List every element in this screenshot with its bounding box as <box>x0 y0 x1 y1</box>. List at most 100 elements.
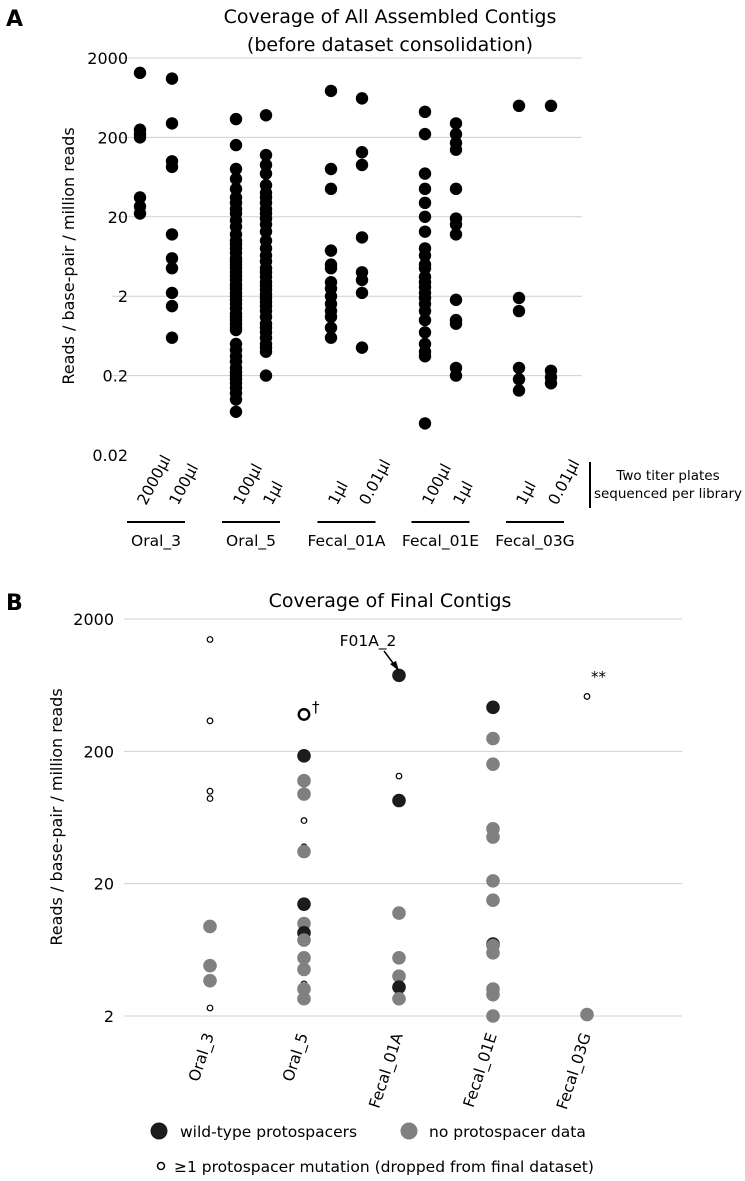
panel-b-category-label-Fecal-01A: Fecal_01A <box>366 1030 408 1110</box>
panel-a-title-line2: (before dataset consolidation) <box>247 34 533 56</box>
panel-b-letter: B <box>6 591 23 616</box>
panel-b-point-Oral-5-13 <box>300 817 308 824</box>
panel-b-point-Oral-5-9 <box>297 708 311 721</box>
panel-a-point-Oral-5-1-3 <box>229 162 243 176</box>
panel-b-point-Fecal-01E-44 <box>486 987 500 1002</box>
panel-b-point-Oral-5-21 <box>297 962 311 977</box>
panel-a-point-Fecal-03G-1-4 <box>512 361 526 375</box>
panel-a-point-Fecal-01E-1-7 <box>418 225 432 238</box>
panel-a-point-Oral-5-1-36 <box>229 323 243 337</box>
panel-a-point-Fecal-01A-2-8 <box>355 341 369 354</box>
panel-b-point-Fecal-01E-34 <box>486 731 500 746</box>
panel-b-point-Oral-5-23 <box>297 982 311 996</box>
panel-b-point-Oral-5-17 <box>297 916 311 931</box>
panel-a-point-Fecal-01E-2-8 <box>449 228 463 241</box>
panel-a-ylabel: Reads / base-pair / million reads <box>59 127 78 384</box>
panel-b-point-Oral-3-2 <box>206 717 214 725</box>
panel-b-point-Oral-5-24 <box>297 991 311 1006</box>
panel-a-point-Fecal-01A-1-13 <box>324 321 338 334</box>
panel-b-point-Fecal-01E-37 <box>486 830 500 844</box>
panel-b-point-Fecal-01E-45 <box>486 1009 500 1023</box>
panel-a-side-note-line1: Two titer plates <box>615 468 719 484</box>
panel-b-category-label-Fecal-01E: Fecal_01E <box>460 1031 502 1110</box>
panel-a-point-Oral-3-2-2 <box>165 117 179 130</box>
panel-b-point-Fecal-01A-32 <box>392 991 406 1006</box>
legend-mutation-label: ≥1 protospacer mutation (dropped from fi… <box>174 1158 594 1176</box>
panel-a-point-Oral-5-2-36 <box>259 345 273 358</box>
panel-a-point-Fecal-01E-2-1 <box>449 117 463 130</box>
panel-b-point-Fecal-01A-25 <box>392 668 406 683</box>
panel-a-column-label-Fecal-01A-2: 0.01µl <box>356 456 395 507</box>
panel-a-point-Fecal-01A-2-7 <box>355 286 369 300</box>
panel-a-point-Fecal-01E-2-4 <box>449 143 463 156</box>
panel-b-title: Coverage of Final Contigs <box>269 590 512 612</box>
panel-a-library-label-Oral-5: Oral_5 <box>226 532 276 551</box>
panel-a-point-Fecal-01E-1-1 <box>418 105 432 119</box>
panel-a-point-Oral-5-1-5 <box>229 182 243 196</box>
panel-b-point-Fecal-01E-33 <box>486 700 500 715</box>
panel-a-point-Oral-3-1-7 <box>133 207 147 220</box>
panel-b: B Coverage of Final Contigs Reads / base… <box>6 590 682 1176</box>
panel-b-point-Oral-5-11 <box>297 773 311 788</box>
panel-a-point-Fecal-01A-1-14 <box>324 331 338 344</box>
panel-a-y-ticks: 0.02 0.2 2 20 200 2000 <box>87 49 128 465</box>
panel-a-point-Fecal-01A-1-6 <box>324 262 338 275</box>
panel-a-point-Oral-3-1-5 <box>133 191 147 204</box>
panel-b-category-label-Oral-3: Oral_3 <box>185 1031 219 1084</box>
legend-wild-type-marker <box>150 1122 168 1140</box>
panel-b-point-Oral-5-16 <box>297 897 311 911</box>
panel-a-point-Fecal-01E-1-18 <box>418 304 432 318</box>
panel-a-ytick-2000: 2000 <box>87 49 128 68</box>
panel-a-point-Fecal-01E-2-9 <box>449 293 463 307</box>
panel-a-library-label-Fecal-03G: Fecal_03G <box>495 532 574 551</box>
legend-wild-type-label: wild-type protospacers <box>180 1123 357 1141</box>
panel-a-ytick-200: 200 <box>97 128 128 147</box>
panel-a-point-Fecal-01E-2-11 <box>449 317 463 330</box>
panel-b-point-Fecal-03G-46 <box>583 693 591 700</box>
panel-a-point-Fecal-01E-1-5 <box>418 196 432 210</box>
panel-b-point-Oral-5-15 <box>297 844 311 859</box>
panel-b-point-Fecal-01E-42 <box>486 946 500 960</box>
panel-a-column-label-Fecal-03G-1: 1µl <box>513 478 540 508</box>
panel-a-point-Fecal-01A-1-1 <box>324 84 338 98</box>
panel-a-point-Fecal-01E-1-19 <box>418 313 432 327</box>
panel-a-column-label-Oral-5-2: 1µl <box>260 478 287 508</box>
panel-a-point-Fecal-01A-2-6 <box>355 273 369 287</box>
panel-a-point-Oral-3-2-10 <box>165 331 179 344</box>
panel-b-point-Oral-3-8 <box>206 1004 214 1012</box>
panel-b-point-Fecal-01E-38 <box>486 874 500 888</box>
panel-a-ytick-2: 2 <box>118 287 128 306</box>
panel-a-library-labels: Oral_3 Oral_5 Fecal_01A Fecal_01E Fecal_03G <box>127 521 575 551</box>
panel-a-ytick-20: 20 <box>108 208 128 227</box>
panel-a-point-Fecal-03G-1-3 <box>512 304 526 318</box>
panel-a-point-Oral-3-2-5 <box>165 228 179 241</box>
panel-b-point-Oral-5-20 <box>297 951 311 965</box>
panel-b-point-Fecal-03G-47 <box>580 1007 594 1022</box>
panel-a-point-Fecal-03G-1-5 <box>512 373 526 386</box>
panel-b-ylabel: Reads / base-pair / million reads <box>47 688 66 945</box>
panel-a-point-Fecal-03G-1-2 <box>512 291 526 305</box>
panel-a-point-Fecal-03G-1-1 <box>512 99 526 113</box>
panel-b-ytick-2000: 2000 <box>73 610 114 629</box>
f01a-annotation-arrowhead <box>390 661 399 671</box>
panel-a-point-Oral-3-2-7 <box>165 262 179 275</box>
panel-b-point-Oral-3-3 <box>206 787 214 795</box>
panel-b-point-Fecal-01E-35 <box>486 757 500 771</box>
panel-a-point-Fecal-01A-2-4 <box>355 231 369 244</box>
panel-a-point-Oral-5-2-3 <box>259 158 273 172</box>
panel-a-library-label-Oral-3: Oral_3 <box>131 532 181 551</box>
panel-a-point-Oral-3-1-1 <box>133 66 147 80</box>
panel-a-point-Fecal-01A-1-2 <box>324 162 338 176</box>
panel-a-point-Oral-5-1-48 <box>229 393 243 406</box>
panel-a-point-Oral-5-2-1 <box>259 109 273 122</box>
panel-a-column-label-Fecal-01E-2: 1µl <box>450 478 477 508</box>
panel-b-point-Oral-5-10 <box>297 749 311 763</box>
panel-a-gridlines <box>112 57 582 377</box>
panel-b-point-Fecal-01A-31 <box>392 980 406 995</box>
panel-b-point-Oral-3-1 <box>206 636 214 643</box>
panel-b-y-ticks: 2 20 200 2000 <box>73 610 114 1026</box>
panel-a-point-Fecal-01A-2-2 <box>355 146 369 159</box>
panel-a-point-Oral-5-2-13 <box>259 225 273 238</box>
